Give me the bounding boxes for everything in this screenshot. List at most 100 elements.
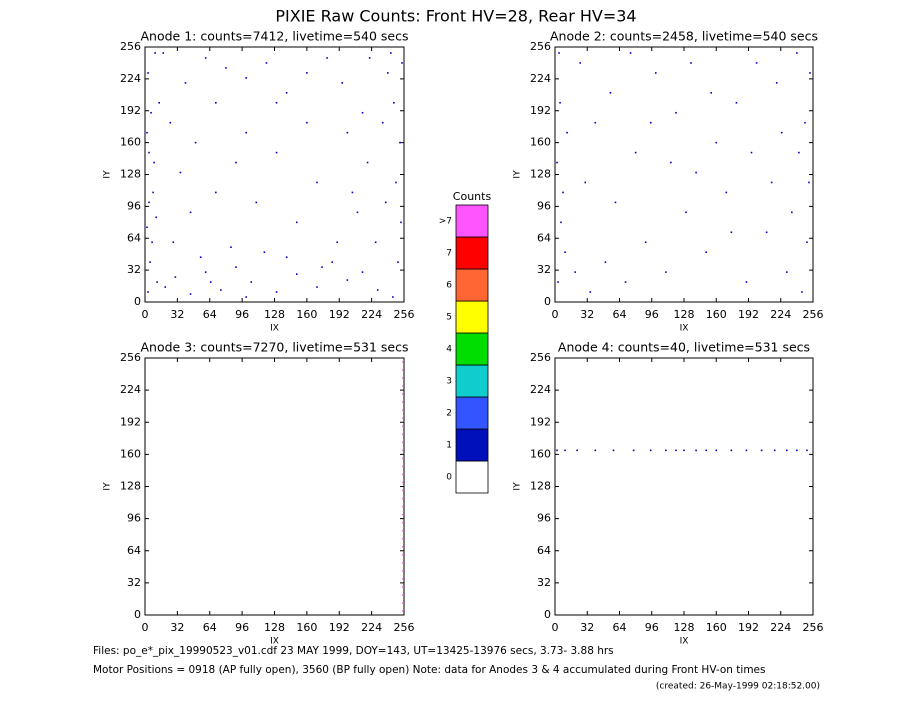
data-point [316,181,318,184]
footer-motor: Motor Positions = 0918 (AP fully open), … [93,664,766,676]
x-tick-label: 64 [613,308,627,321]
data-point [384,201,387,204]
data-point [400,221,402,224]
y-tick-label: 224 [530,72,551,85]
data-point [235,161,237,164]
data-point [331,261,333,263]
colorbar-box [455,300,489,334]
x-tick-label: 224 [361,621,382,634]
data-point [665,271,667,273]
data-point [275,291,278,293]
data-point [402,497,404,500]
data-point [204,271,207,273]
y-tick-label: 160 [530,447,551,460]
data-point [402,457,404,460]
data-point [245,77,247,79]
data-point [402,481,404,484]
x-tick-label: 256 [803,308,824,321]
data-point [649,121,652,124]
y-tick-label: 256 [120,40,141,53]
data-point [584,181,587,184]
data-point [559,101,561,104]
panel-title: Anode 3: counts=7270, livetime=531 secs [140,340,408,355]
colorbar-box [455,332,489,366]
data-point [149,261,151,263]
data-point [402,465,404,468]
data-point [564,251,566,253]
data-point [402,602,404,604]
footer-files: Files: po_e*_pix_19990523_v01.cdf 23 MAY… [93,645,614,657]
data-point [392,296,394,298]
data-point [566,131,568,134]
data-point [402,610,404,612]
y-tick-label: 64 [127,231,141,244]
y-tick-label: 224 [120,72,141,85]
data-point [306,121,308,124]
y-tick-label: 96 [127,512,141,525]
data-point [632,449,635,452]
x-tick-label: 96 [645,308,659,321]
data-point [725,191,728,194]
data-point [189,211,192,214]
y-tick-label: 224 [530,383,551,396]
data-point [245,296,247,298]
data-point [798,151,800,154]
data-point [705,449,707,452]
data-point [402,473,404,476]
x-axis-label: IX [270,324,279,334]
data-point [760,449,763,452]
panel-title: Anode 1: counts=7412, livetime=540 secs [140,29,408,44]
x-axis-label: IX [680,637,689,647]
data-point [361,271,364,273]
data-point [184,82,187,84]
data-point [675,111,677,114]
data-point [690,62,692,64]
data-point [387,72,389,74]
data-point [295,221,298,224]
data-point [402,594,404,596]
y-tick-label: 160 [120,447,141,460]
colorbar-label: 7 [446,249,452,259]
y-tick-label: 256 [530,351,551,364]
data-point [402,449,404,452]
x-tick-label: 0 [142,621,149,634]
data-point [397,261,399,263]
data-point [644,241,647,244]
y-tick-label: 192 [120,104,141,117]
data-point [148,201,150,204]
data-point [402,417,404,420]
data-point [402,505,404,508]
data-point [402,553,404,556]
data-point [402,537,404,540]
data-point [346,279,349,281]
x-tick-label: 96 [645,621,659,634]
data-point [366,161,369,164]
y-axis-label: IY [513,482,523,491]
data-point [351,191,354,194]
data-point [172,241,175,244]
y-tick-label: 0 [544,608,551,621]
x-tick-label: 192 [329,621,350,634]
colorbar-box [455,364,489,398]
data-point [250,281,253,283]
data-point [556,449,558,452]
colorbar-label: >7 [439,217,452,227]
data-point [654,72,657,74]
data-point [801,291,803,293]
y-tick-label: 0 [134,608,141,621]
data-point [804,121,806,124]
y-axis-label: IY [513,170,523,179]
x-tick-label: 192 [329,308,350,321]
x-tick-label: 256 [394,308,415,321]
data-point [750,151,753,154]
data-point [230,246,232,249]
data-point [402,393,404,395]
data-point [402,529,404,532]
data-point [152,191,154,194]
data-point [755,62,758,64]
y-tick-label: 256 [530,40,551,53]
y-tick-label: 256 [120,351,141,364]
y-tick-label: 128 [530,480,551,493]
data-point [162,52,165,54]
data-point [368,57,371,59]
